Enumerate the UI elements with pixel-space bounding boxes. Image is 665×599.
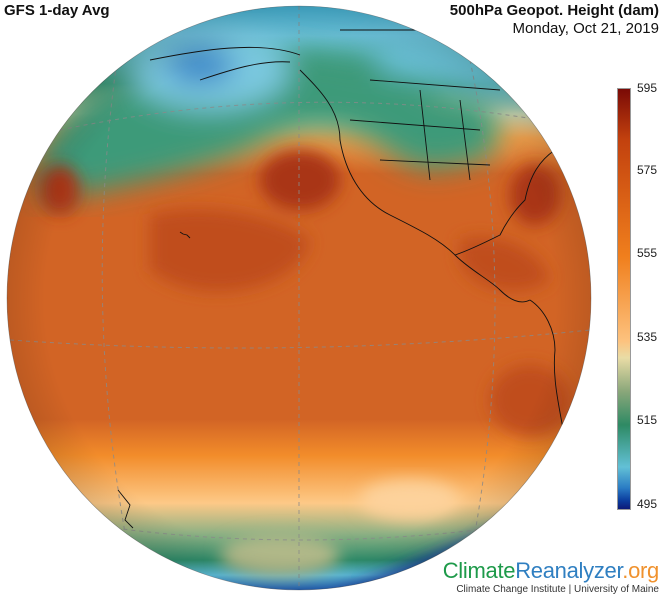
colorbar	[617, 88, 631, 510]
colorbar-tick-515: 515	[637, 413, 658, 427]
brand-institution: Climate Change Institute | University of…	[456, 584, 659, 595]
brand-name-part1: Climate	[442, 558, 516, 583]
date-label: Monday, Oct 21, 2019	[512, 20, 659, 37]
globe-map	[6, 5, 592, 591]
brand-name-part2: Reanalyzer	[515, 558, 623, 583]
colorbar-tick-575: 575	[637, 163, 658, 177]
colorbar-tick-535: 535	[637, 330, 658, 344]
colorbar-tick-495: 495	[637, 497, 658, 511]
colorbar-tick-595: 595	[637, 81, 658, 95]
model-title: GFS 1-day Avg	[4, 2, 110, 19]
brand-logo[interactable]: ClimateReanalyzer.org	[442, 558, 660, 584]
variable-title: 500hPa Geopot. Height (dam)	[449, 2, 659, 19]
colorbar-tick-555: 555	[637, 246, 658, 260]
brand-name-part3: .org	[622, 558, 659, 583]
